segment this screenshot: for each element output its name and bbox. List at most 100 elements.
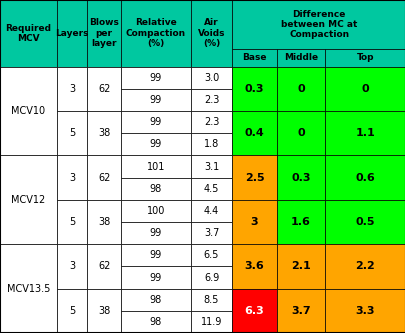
Text: 99: 99 — [149, 228, 162, 238]
Text: 0.5: 0.5 — [355, 217, 374, 227]
FancyBboxPatch shape — [121, 133, 190, 156]
Text: 99: 99 — [149, 117, 162, 127]
FancyBboxPatch shape — [232, 156, 276, 200]
FancyBboxPatch shape — [57, 0, 87, 67]
Text: 3.7: 3.7 — [290, 306, 310, 316]
FancyBboxPatch shape — [276, 200, 324, 244]
FancyBboxPatch shape — [57, 156, 87, 200]
Text: 3: 3 — [69, 261, 75, 271]
Text: 4.5: 4.5 — [203, 184, 219, 194]
FancyBboxPatch shape — [121, 222, 190, 244]
Text: 3.6: 3.6 — [244, 261, 264, 271]
FancyBboxPatch shape — [0, 0, 57, 67]
FancyBboxPatch shape — [324, 289, 405, 333]
Text: 11.9: 11.9 — [200, 317, 222, 327]
Text: MCV12: MCV12 — [11, 195, 45, 205]
FancyBboxPatch shape — [121, 156, 190, 177]
FancyBboxPatch shape — [190, 222, 232, 244]
Text: 2.5: 2.5 — [244, 172, 264, 182]
FancyBboxPatch shape — [324, 49, 405, 67]
FancyBboxPatch shape — [190, 266, 232, 289]
FancyBboxPatch shape — [190, 89, 232, 111]
FancyBboxPatch shape — [190, 244, 232, 266]
Text: 5: 5 — [69, 217, 75, 227]
Text: Relative
Compaction
(%): Relative Compaction (%) — [126, 18, 185, 48]
Text: 98: 98 — [149, 295, 162, 305]
FancyBboxPatch shape — [232, 200, 276, 244]
FancyBboxPatch shape — [121, 266, 190, 289]
FancyBboxPatch shape — [276, 111, 324, 156]
Text: MCV10: MCV10 — [11, 106, 45, 116]
Text: Difference
between MC at
Compaction: Difference between MC at Compaction — [280, 10, 356, 39]
Text: 100: 100 — [146, 206, 165, 216]
FancyBboxPatch shape — [121, 111, 190, 133]
FancyBboxPatch shape — [87, 67, 121, 111]
FancyBboxPatch shape — [190, 133, 232, 156]
Text: 0.3: 0.3 — [244, 84, 264, 94]
Text: 3.1: 3.1 — [203, 162, 219, 171]
FancyBboxPatch shape — [324, 200, 405, 244]
FancyBboxPatch shape — [87, 156, 121, 200]
Text: MCV13.5: MCV13.5 — [7, 284, 50, 294]
FancyBboxPatch shape — [57, 200, 87, 244]
Text: 2.1: 2.1 — [290, 261, 310, 271]
FancyBboxPatch shape — [57, 111, 87, 156]
FancyBboxPatch shape — [121, 177, 190, 200]
FancyBboxPatch shape — [190, 289, 232, 311]
Text: 2.2: 2.2 — [355, 261, 374, 271]
FancyBboxPatch shape — [57, 289, 87, 333]
FancyBboxPatch shape — [121, 200, 190, 222]
FancyBboxPatch shape — [121, 89, 190, 111]
FancyBboxPatch shape — [232, 67, 276, 111]
Text: 6.9: 6.9 — [203, 272, 219, 282]
Text: 99: 99 — [149, 73, 162, 83]
FancyBboxPatch shape — [87, 244, 121, 289]
FancyBboxPatch shape — [87, 289, 121, 333]
FancyBboxPatch shape — [276, 289, 324, 333]
FancyBboxPatch shape — [232, 49, 276, 67]
FancyBboxPatch shape — [324, 111, 405, 156]
Text: 98: 98 — [149, 317, 162, 327]
FancyBboxPatch shape — [121, 67, 190, 89]
FancyBboxPatch shape — [57, 67, 87, 111]
Text: Air
Voids
(%): Air Voids (%) — [197, 18, 225, 48]
Text: 99: 99 — [149, 250, 162, 260]
Text: 4.4: 4.4 — [203, 206, 219, 216]
Text: 38: 38 — [98, 217, 110, 227]
FancyBboxPatch shape — [276, 67, 324, 111]
Text: 38: 38 — [98, 128, 110, 138]
Text: 62: 62 — [98, 84, 110, 94]
FancyBboxPatch shape — [232, 111, 276, 156]
FancyBboxPatch shape — [190, 67, 232, 89]
Text: 0: 0 — [361, 84, 368, 94]
FancyBboxPatch shape — [87, 0, 121, 67]
Text: 3.0: 3.0 — [203, 73, 219, 83]
Text: Top: Top — [356, 53, 373, 62]
Text: 3.7: 3.7 — [203, 228, 219, 238]
Text: 3.3: 3.3 — [355, 306, 374, 316]
Text: 0.3: 0.3 — [290, 172, 310, 182]
Text: 2.3: 2.3 — [203, 95, 219, 105]
Text: 99: 99 — [149, 139, 162, 149]
FancyBboxPatch shape — [121, 0, 190, 67]
Text: 0: 0 — [296, 84, 304, 94]
FancyBboxPatch shape — [121, 289, 190, 311]
Text: Base: Base — [242, 53, 266, 62]
Text: 98: 98 — [149, 184, 162, 194]
Text: 0: 0 — [296, 128, 304, 138]
Text: 5: 5 — [69, 128, 75, 138]
Text: 3: 3 — [69, 84, 75, 94]
Text: 0.4: 0.4 — [244, 128, 264, 138]
FancyBboxPatch shape — [121, 311, 190, 333]
Text: 8.5: 8.5 — [203, 295, 219, 305]
Text: 99: 99 — [149, 272, 162, 282]
Text: 1.8: 1.8 — [203, 139, 219, 149]
Text: 5: 5 — [69, 306, 75, 316]
FancyBboxPatch shape — [324, 67, 405, 111]
FancyBboxPatch shape — [87, 111, 121, 156]
FancyBboxPatch shape — [276, 156, 324, 200]
FancyBboxPatch shape — [276, 49, 324, 67]
FancyBboxPatch shape — [232, 289, 276, 333]
FancyBboxPatch shape — [190, 156, 232, 177]
FancyBboxPatch shape — [57, 244, 87, 289]
